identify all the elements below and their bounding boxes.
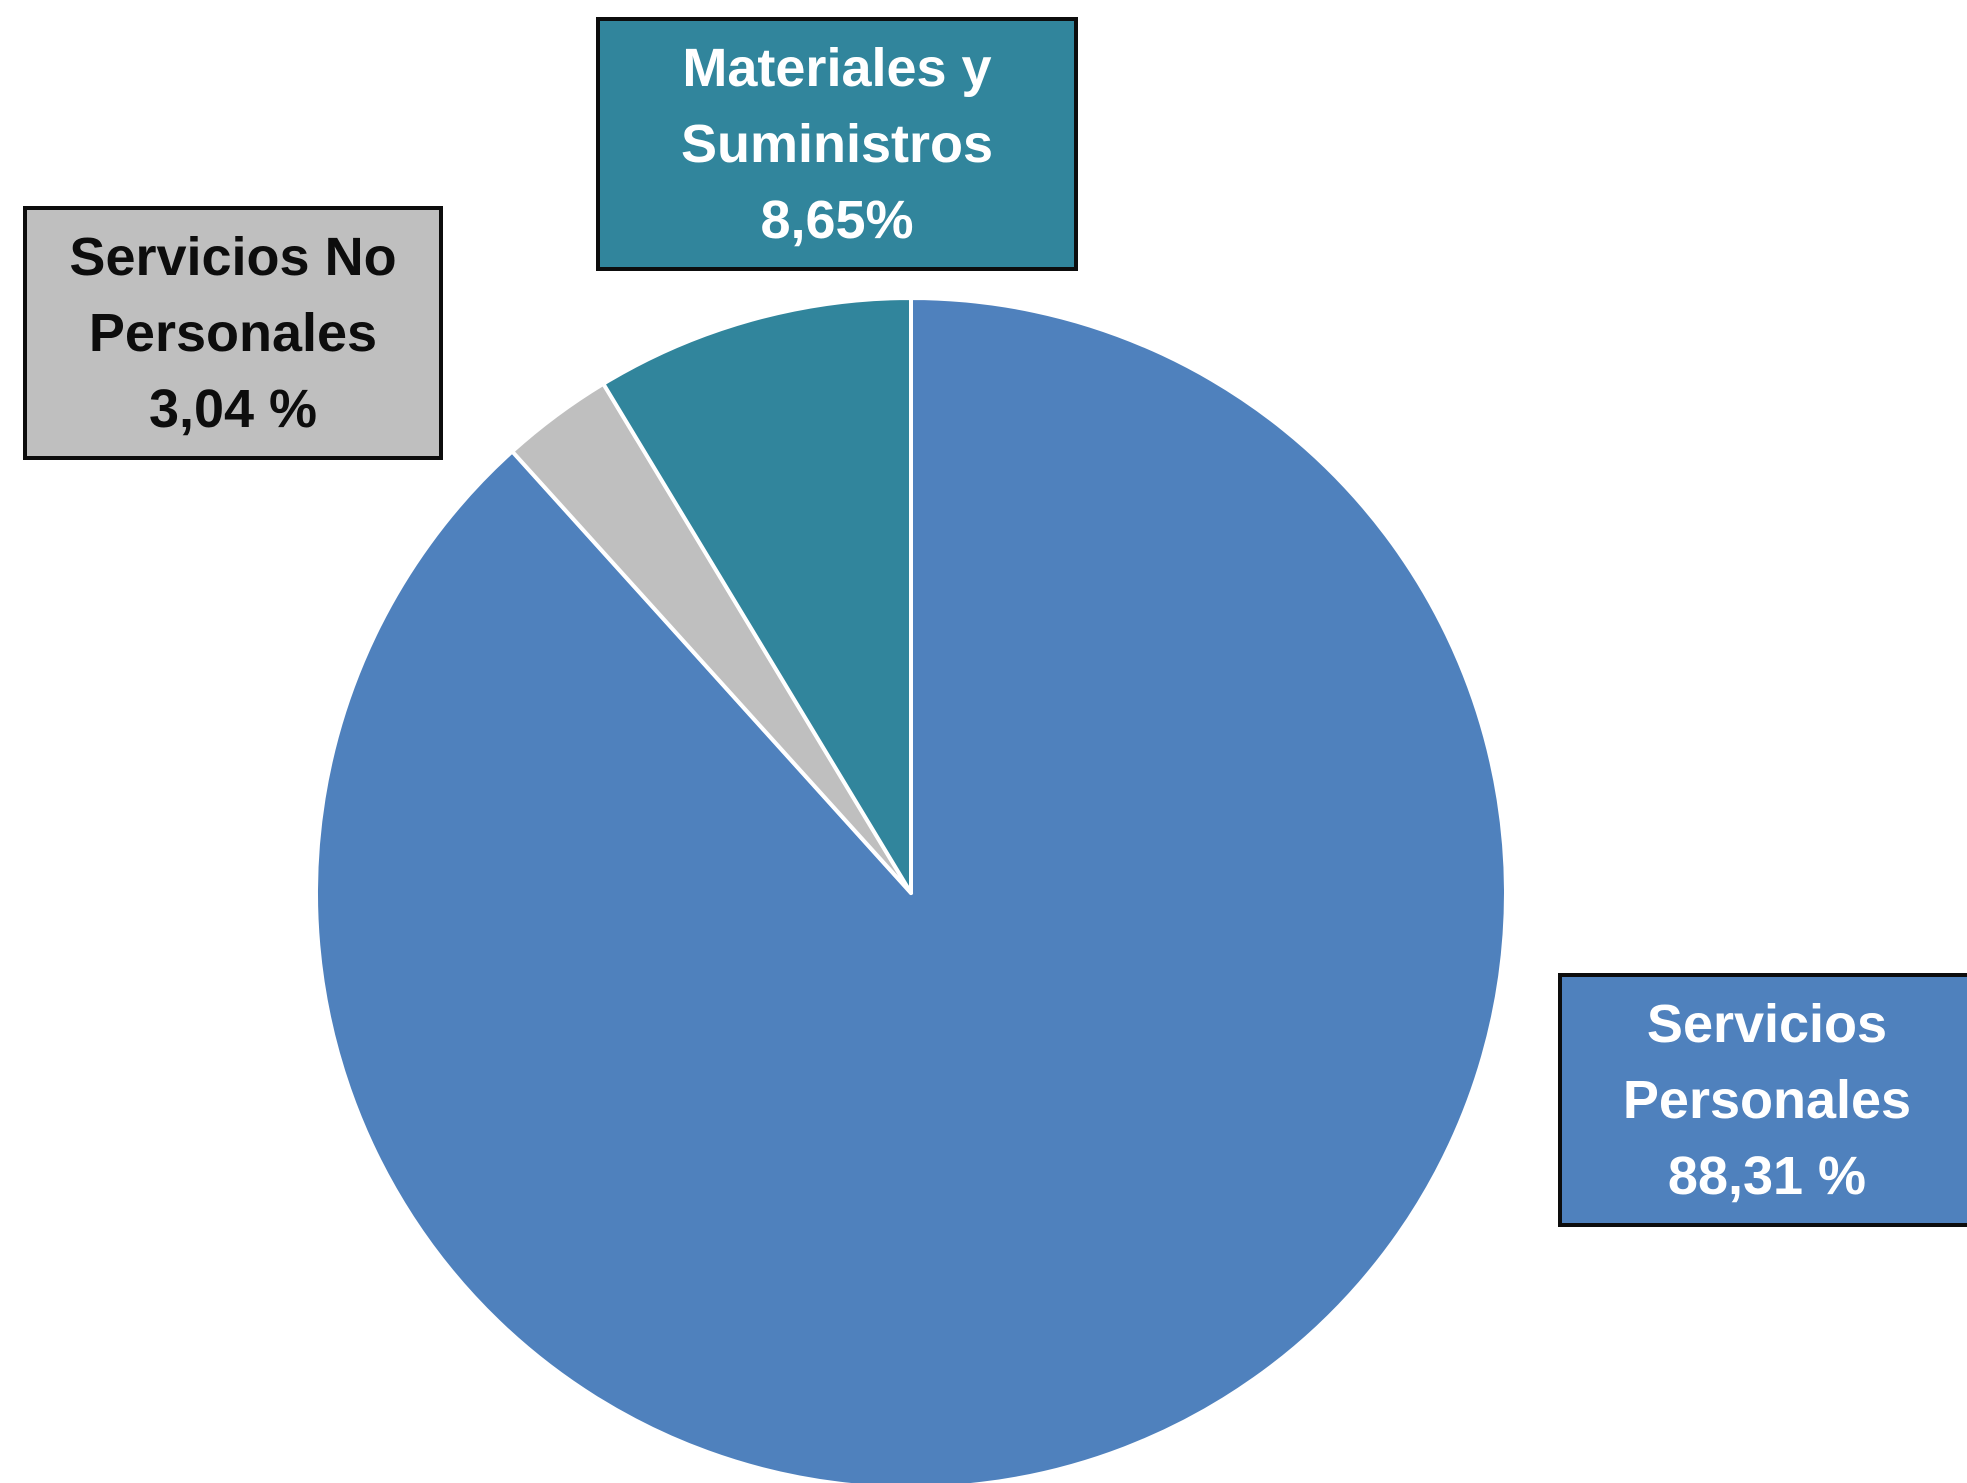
data-label-personales-line-2: Personales bbox=[1622, 1070, 1912, 1130]
data-label-no-personales-line-1: Servicios No bbox=[69, 227, 397, 287]
data-label-no-personales-line-2: Personales bbox=[88, 303, 378, 363]
data-label-servicios-personales: Servicios Personales 88,31 % bbox=[1558, 973, 1967, 1227]
data-label-materiales-line-2: Suministros bbox=[680, 114, 994, 174]
data-label-no-personales-value: 3,04 % bbox=[148, 379, 318, 439]
data-label-materiales-y-suministros: Materiales y Suministros 8,65% bbox=[596, 17, 1078, 271]
data-label-servicios-no-personales: Servicios No Personales 3,04 % bbox=[23, 206, 443, 460]
data-label-personales-line-1: Servicios bbox=[1646, 994, 1888, 1054]
data-label-personales-value: 88,31 % bbox=[1667, 1146, 1867, 1206]
data-label-materiales-value: 8,65% bbox=[760, 190, 914, 250]
data-label-materiales-line-1: Materiales y bbox=[682, 38, 992, 98]
pie-slice-materiales-y-suministros bbox=[601, 296, 913, 895]
